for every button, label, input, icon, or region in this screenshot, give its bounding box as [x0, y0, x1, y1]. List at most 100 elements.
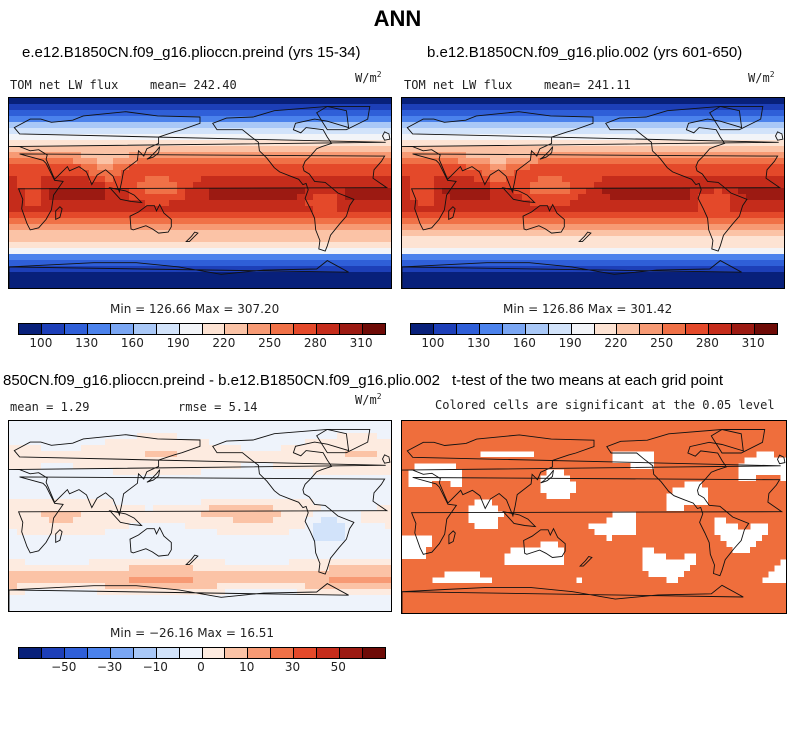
field-cell	[305, 122, 314, 129]
field-cell	[265, 206, 274, 213]
field-cell	[618, 266, 627, 273]
field-cell	[538, 212, 547, 219]
field-cell	[265, 565, 274, 572]
field-cell	[281, 146, 290, 153]
field-cell	[113, 194, 122, 201]
field-cell	[81, 194, 90, 201]
field-cell	[466, 176, 475, 183]
field-cell	[610, 158, 619, 165]
field-cell	[321, 511, 330, 518]
field-cell	[145, 427, 154, 434]
field-cell	[153, 140, 162, 147]
field-cell	[81, 577, 90, 584]
field-cell	[321, 128, 330, 135]
field-cell	[185, 517, 194, 524]
field-cell	[121, 469, 130, 476]
field-cell	[153, 212, 162, 219]
field-cell	[385, 116, 391, 123]
field-cell	[25, 499, 34, 506]
field-cell	[281, 439, 290, 446]
field-cell	[17, 146, 26, 153]
field-cell	[377, 601, 386, 608]
colorbar-swatch	[594, 324, 618, 334]
field-cell	[738, 284, 747, 288]
field-cell	[81, 206, 90, 213]
field-cell	[81, 224, 90, 231]
field-cell	[313, 236, 322, 243]
field-cell	[257, 164, 266, 171]
field-cell	[754, 170, 763, 177]
field-cell	[17, 122, 26, 129]
field-cell	[722, 260, 731, 267]
colorbar-swatch	[340, 648, 364, 658]
field-cell	[297, 535, 306, 542]
field-cell	[738, 278, 747, 285]
field-cell	[369, 451, 378, 458]
field-cell	[369, 284, 378, 288]
field-cell	[361, 541, 370, 548]
field-cell	[353, 517, 362, 524]
colorbar-tick-label: 130	[467, 336, 491, 350]
field-cell	[690, 218, 699, 225]
field-cell	[594, 248, 603, 255]
field-cell	[41, 170, 50, 177]
field-cell	[618, 200, 627, 207]
field-cell	[193, 212, 202, 219]
field-cell	[217, 577, 226, 584]
field-cell	[426, 110, 435, 117]
field-cell	[594, 254, 603, 261]
field-cell	[73, 523, 82, 530]
field-cell	[57, 140, 66, 147]
field-cell	[105, 266, 114, 273]
sig-cell	[594, 421, 601, 428]
field-cell	[25, 194, 34, 201]
field-cell	[754, 212, 763, 219]
field-cell	[273, 523, 282, 530]
field-cell	[145, 607, 154, 611]
field-cell	[113, 248, 122, 255]
field-cell	[690, 158, 699, 165]
field-cell	[714, 218, 723, 225]
panel1-variable: TOM net LW flux	[10, 78, 119, 92]
field-cell	[313, 457, 322, 464]
field-cell	[89, 98, 98, 105]
field-cell	[289, 505, 298, 512]
africa-coast	[410, 153, 782, 231]
field-cell	[193, 601, 202, 608]
field-cell	[185, 565, 194, 572]
field-cell	[185, 535, 194, 542]
field-cell	[33, 164, 42, 171]
field-cell	[49, 529, 58, 536]
field-cell	[25, 260, 34, 267]
field-cell	[9, 565, 18, 572]
field-cell	[522, 248, 531, 255]
field-cell	[169, 487, 178, 494]
field-cell	[97, 116, 106, 123]
field-cell	[754, 260, 763, 267]
field-cell	[522, 212, 531, 219]
field-cell	[698, 260, 707, 267]
field-cell	[193, 218, 202, 225]
field-cell	[281, 445, 290, 452]
field-cell	[642, 140, 651, 147]
field-cell	[57, 583, 66, 590]
field-cell	[121, 535, 130, 542]
field-cell	[714, 266, 723, 273]
field-cell	[658, 224, 667, 231]
field-cell	[281, 218, 290, 225]
field-cell	[345, 182, 354, 189]
field-cell	[618, 188, 627, 195]
field-cell	[698, 170, 707, 177]
field-cell	[73, 224, 82, 231]
field-cell	[281, 284, 290, 288]
sig-cell	[606, 427, 613, 434]
field-cell	[169, 200, 178, 207]
field-cell	[506, 140, 515, 147]
sig-cell	[432, 433, 439, 440]
field-cell	[185, 487, 194, 494]
field-cell	[498, 182, 507, 189]
sig-cell	[558, 439, 565, 446]
field-cell	[177, 523, 186, 530]
field-cell	[153, 439, 162, 446]
field-cell	[281, 529, 290, 536]
